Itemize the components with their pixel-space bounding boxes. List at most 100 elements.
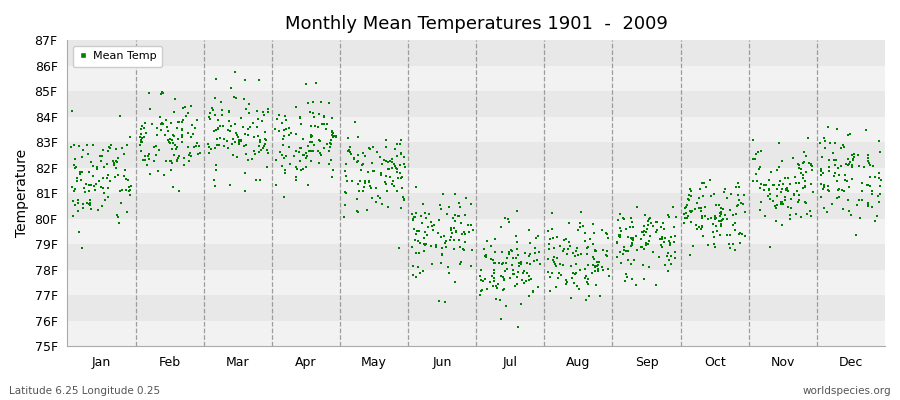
- Point: [341, 134, 356, 141]
- Point: [383, 174, 398, 180]
- Point: [77, 189, 92, 195]
- Point: [682, 207, 697, 214]
- Point: [79, 141, 94, 148]
- Point: [588, 262, 602, 269]
- Point: [847, 151, 861, 157]
- Point: [410, 250, 424, 256]
- Point: [760, 192, 775, 199]
- Point: [381, 204, 395, 210]
- Point: [828, 170, 842, 176]
- Point: [411, 250, 426, 256]
- Point: [653, 236, 668, 243]
- Point: [89, 180, 104, 187]
- Point: [610, 239, 625, 246]
- Point: [838, 176, 852, 183]
- Point: [629, 232, 643, 239]
- Point: [714, 218, 728, 225]
- Point: [142, 171, 157, 178]
- Point: [527, 250, 542, 256]
- Point: [369, 199, 383, 205]
- Point: [707, 240, 722, 247]
- Point: [410, 231, 424, 237]
- Point: [255, 118, 269, 124]
- Point: [320, 140, 334, 147]
- Point: [445, 227, 459, 234]
- Point: [634, 236, 648, 242]
- Point: [234, 137, 248, 144]
- Point: [304, 123, 319, 130]
- Point: [506, 267, 520, 273]
- Point: [506, 270, 520, 277]
- Point: [418, 210, 432, 216]
- Point: [661, 268, 675, 274]
- Point: [553, 243, 567, 250]
- Point: [552, 270, 566, 276]
- Point: [374, 201, 389, 207]
- Point: [364, 185, 378, 191]
- Point: [822, 188, 836, 194]
- Point: [796, 160, 810, 166]
- Point: [533, 261, 547, 268]
- Point: [426, 226, 440, 233]
- Point: [305, 98, 320, 105]
- Point: [716, 206, 730, 212]
- Point: [806, 163, 820, 170]
- Point: [419, 232, 434, 238]
- Point: [726, 212, 741, 218]
- Point: [579, 230, 593, 236]
- Point: [412, 240, 427, 246]
- Point: [323, 144, 338, 150]
- Point: [167, 109, 182, 115]
- Point: [827, 172, 842, 179]
- Point: [679, 204, 693, 210]
- Point: [84, 181, 98, 188]
- Point: [457, 228, 472, 235]
- Point: [725, 222, 740, 228]
- Point: [832, 194, 846, 200]
- Point: [841, 197, 855, 204]
- Point: [353, 178, 367, 184]
- Point: [107, 174, 122, 180]
- Point: [698, 180, 712, 186]
- Point: [247, 120, 261, 127]
- Point: [407, 226, 421, 232]
- Point: [842, 184, 856, 190]
- Point: [176, 116, 191, 123]
- Point: [250, 116, 265, 122]
- Bar: [68, 91, 885, 117]
- Point: [338, 202, 352, 208]
- Point: [690, 200, 705, 206]
- Point: [738, 208, 752, 215]
- Point: [68, 165, 82, 172]
- Point: [872, 138, 886, 144]
- Point: [590, 263, 604, 270]
- Point: [708, 215, 723, 222]
- Point: [781, 175, 796, 182]
- Point: [202, 144, 217, 150]
- Point: [543, 288, 557, 294]
- Point: [292, 114, 307, 120]
- Point: [814, 180, 829, 187]
- Point: [653, 242, 668, 248]
- Point: [752, 164, 767, 170]
- Point: [852, 163, 867, 169]
- Point: [232, 136, 247, 143]
- Point: [600, 235, 615, 242]
- Point: [225, 152, 239, 158]
- Point: [780, 188, 795, 195]
- Point: [783, 216, 797, 222]
- Point: [551, 274, 565, 281]
- Point: [379, 144, 393, 150]
- Point: [557, 246, 572, 252]
- Point: [729, 202, 743, 209]
- Point: [831, 187, 845, 194]
- Point: [862, 174, 877, 180]
- Point: [849, 232, 863, 238]
- Point: [522, 277, 536, 283]
- Point: [169, 146, 184, 152]
- Point: [625, 276, 639, 282]
- Point: [325, 174, 339, 180]
- Point: [123, 134, 138, 140]
- Point: [254, 147, 268, 153]
- Point: [646, 222, 661, 229]
